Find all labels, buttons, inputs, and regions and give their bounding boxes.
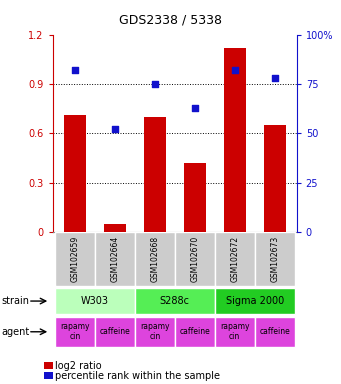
Text: GSM102668: GSM102668 (150, 236, 159, 282)
Bar (135, 317, 175, 347)
Text: rapamy
cin: rapamy cin (60, 322, 90, 341)
Bar (175, 317, 215, 347)
Bar (255, 317, 295, 347)
Bar (215, 317, 255, 347)
Text: S288c: S288c (160, 296, 190, 306)
Text: rapamy
cin: rapamy cin (140, 322, 169, 341)
Bar (224, 48, 246, 232)
Text: percentile rank within the sample: percentile rank within the sample (55, 371, 220, 381)
Bar (55, 232, 95, 286)
Point (112, 126, 118, 132)
Text: GSM102672: GSM102672 (230, 236, 239, 282)
Bar (215, 232, 255, 286)
Bar (95, 317, 135, 347)
Text: GSM102673: GSM102673 (270, 236, 279, 282)
Bar (104, 224, 126, 232)
Bar (255, 232, 295, 286)
Point (272, 75, 278, 81)
Text: rapamy
cin: rapamy cin (220, 322, 250, 341)
Text: Sigma 2000: Sigma 2000 (226, 296, 284, 306)
Text: caffeine: caffeine (259, 327, 290, 336)
Text: agent: agent (2, 327, 30, 337)
Bar (144, 117, 166, 232)
Bar (135, 232, 175, 286)
Point (152, 81, 158, 87)
Text: GDS2338 / 5338: GDS2338 / 5338 (119, 13, 222, 26)
Bar (64, 115, 86, 232)
Text: log2 ratio: log2 ratio (55, 361, 102, 371)
Point (72, 67, 77, 73)
Text: caffeine: caffeine (179, 327, 210, 336)
Point (192, 105, 197, 111)
Bar (135, 288, 215, 314)
Bar (184, 163, 206, 232)
Bar (264, 125, 286, 232)
Bar (55, 317, 95, 347)
Text: GSM102664: GSM102664 (110, 236, 119, 282)
Text: W303: W303 (81, 296, 109, 306)
Text: GSM102659: GSM102659 (70, 236, 79, 282)
Bar (175, 232, 215, 286)
Bar (95, 232, 135, 286)
Bar (215, 288, 295, 314)
Bar (55, 288, 135, 314)
Point (232, 67, 237, 73)
Text: caffeine: caffeine (100, 327, 130, 336)
Text: GSM102670: GSM102670 (190, 236, 199, 282)
Text: strain: strain (2, 296, 30, 306)
